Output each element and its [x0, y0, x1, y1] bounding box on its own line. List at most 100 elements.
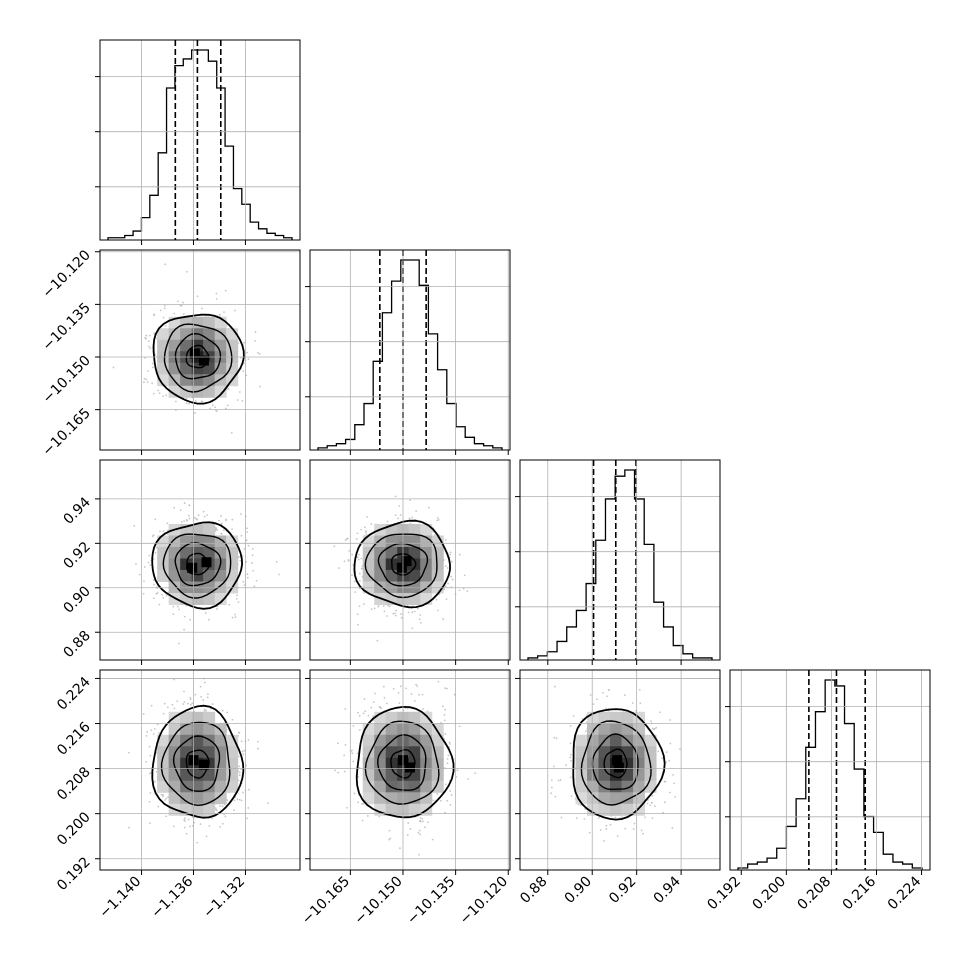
sample-point — [243, 584, 246, 587]
sample-point — [206, 696, 209, 699]
sample-point — [231, 528, 233, 531]
sample-point — [343, 770, 346, 773]
density-cell — [621, 803, 634, 816]
sample-point — [224, 815, 227, 818]
sample-point — [153, 332, 155, 335]
sample-point — [449, 804, 452, 806]
sample-point — [278, 573, 280, 576]
density-cell — [385, 803, 398, 816]
sample-point — [462, 587, 465, 590]
sample-point — [631, 702, 634, 704]
sample-point — [146, 381, 149, 383]
sample-point — [663, 780, 666, 783]
sample-point — [365, 531, 367, 534]
sample-point — [570, 753, 572, 756]
sample-point — [360, 557, 363, 560]
sample-point — [575, 817, 578, 820]
sample-point — [394, 514, 397, 517]
sample-point — [570, 759, 572, 762]
density-cell — [408, 792, 421, 805]
density-cell — [191, 362, 204, 375]
sample-point — [255, 579, 258, 582]
sample-point — [598, 816, 600, 819]
sample-point — [172, 605, 175, 608]
x-tick-label: −1.132 — [200, 874, 248, 922]
sample-point — [185, 604, 188, 607]
sample-point — [215, 410, 218, 413]
sample-point — [421, 693, 424, 696]
sample-point — [163, 304, 166, 307]
sample-point — [167, 533, 169, 535]
sample-point — [235, 597, 238, 600]
density-cell — [362, 535, 375, 548]
sample-point — [133, 524, 136, 527]
sample-point — [570, 795, 573, 798]
density-cell — [191, 734, 204, 747]
density-cell — [226, 769, 239, 782]
sample-point — [194, 399, 197, 402]
density-cell — [157, 374, 170, 387]
sample-point — [183, 615, 186, 618]
sample-point — [240, 740, 243, 743]
density-cell — [191, 523, 204, 536]
density-cell — [157, 546, 170, 559]
sample-point — [173, 312, 176, 315]
sample-point — [602, 840, 605, 842]
x-tick-label: −1.136 — [148, 873, 196, 921]
sample-point — [183, 628, 185, 631]
density-cell — [214, 780, 227, 793]
sample-point — [159, 530, 161, 533]
contour-line — [364, 720, 440, 805]
sample-point — [162, 596, 165, 599]
sample-point — [559, 779, 562, 781]
sample-point — [157, 805, 160, 808]
sample-point — [444, 708, 446, 711]
sample-point — [184, 817, 186, 819]
density-cell — [575, 734, 588, 747]
density-cell — [408, 711, 421, 724]
sample-point — [239, 513, 242, 515]
sample-point — [182, 703, 185, 705]
sample-point — [199, 823, 202, 825]
sample-point — [186, 702, 189, 705]
sample-point — [661, 757, 664, 760]
sample-point — [165, 797, 168, 800]
scatter-panel-0-2 — [133, 502, 280, 645]
density-cell — [214, 723, 227, 736]
sample-point — [227, 387, 230, 390]
sample-point — [415, 683, 418, 686]
sample-point — [209, 407, 211, 410]
histogram-panel-0 — [107, 40, 293, 240]
sample-point — [356, 613, 359, 616]
sample-point — [182, 313, 185, 316]
sample-point — [238, 798, 241, 801]
density-cell — [362, 769, 375, 782]
density-cell — [587, 792, 600, 805]
sample-point — [358, 729, 361, 731]
sample-point — [205, 709, 208, 712]
sample-point — [651, 817, 654, 820]
sample-point — [149, 792, 152, 794]
sample-point — [413, 700, 416, 702]
sample-point — [398, 505, 401, 507]
sample-point — [360, 567, 363, 570]
sample-point — [246, 576, 249, 579]
sample-point — [453, 693, 456, 696]
sample-point — [239, 559, 242, 562]
scatter-panel-1-3 — [334, 680, 477, 856]
sample-point — [196, 295, 199, 298]
sample-point — [392, 688, 395, 690]
density-cell — [214, 569, 227, 582]
sample-point — [372, 701, 375, 703]
sample-point — [147, 370, 150, 372]
sample-point — [142, 592, 145, 595]
sample-point — [199, 685, 202, 688]
scatter-frame — [309, 669, 511, 871]
sample-point — [553, 685, 556, 688]
sample-point — [344, 539, 347, 542]
x-tick-label: 0.90 — [562, 874, 595, 907]
sample-point — [153, 728, 156, 730]
sample-point — [143, 566, 146, 568]
density-cell — [203, 535, 216, 548]
density-cell — [157, 328, 170, 341]
